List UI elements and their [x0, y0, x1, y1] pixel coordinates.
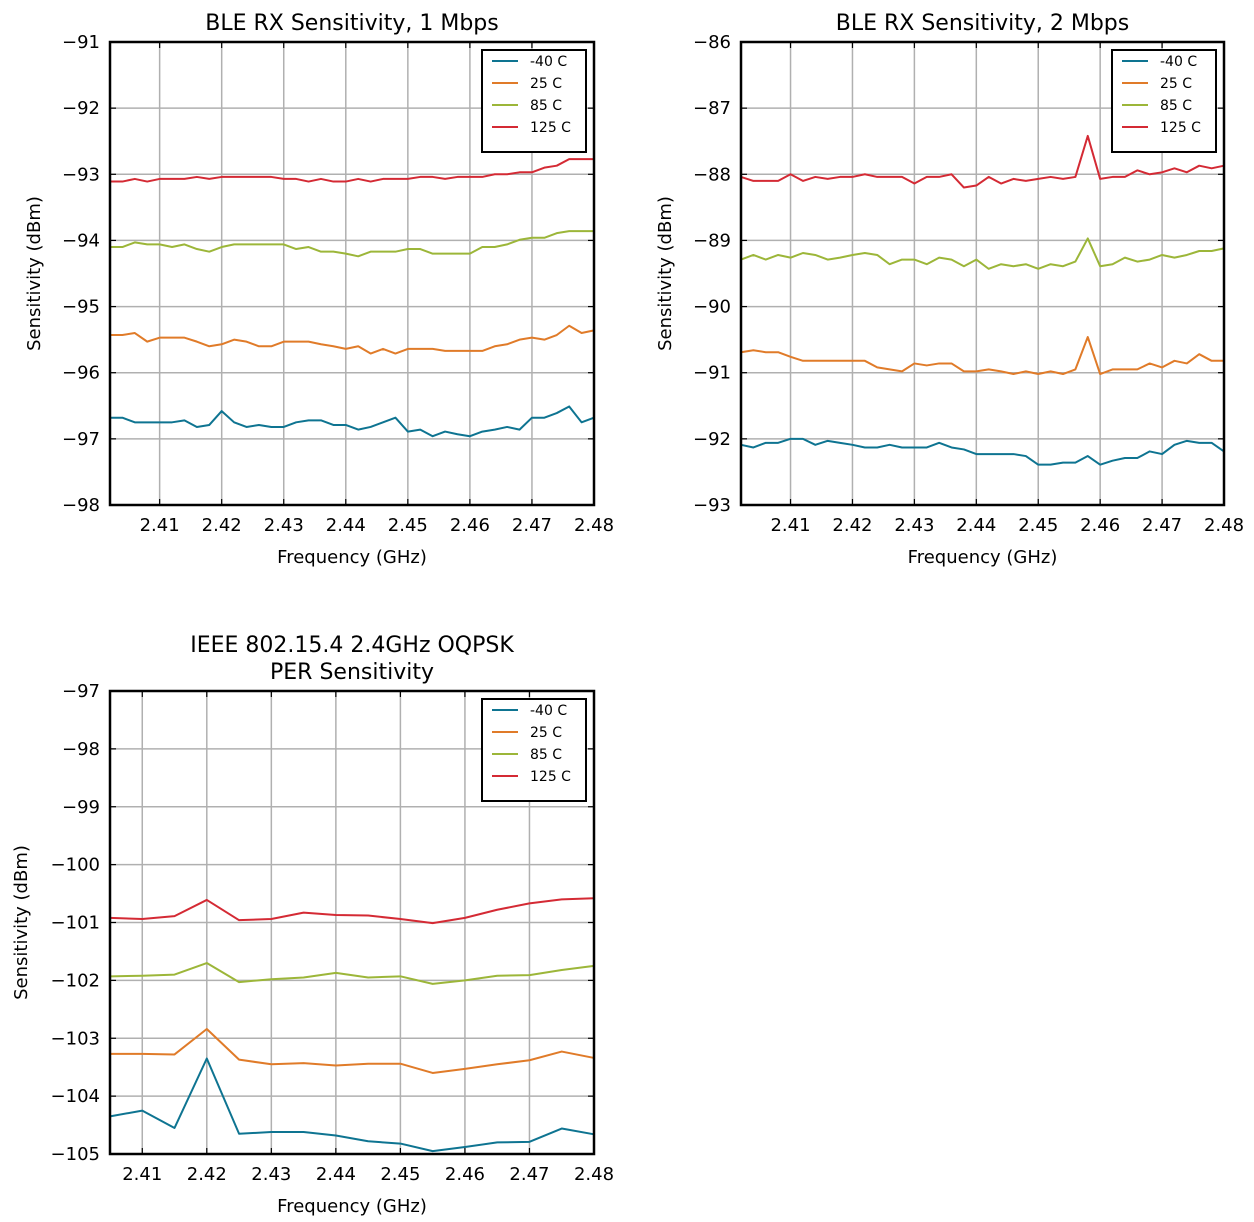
series-line-25c — [110, 1027, 595, 1074]
x-tick-label: 2.42 — [202, 515, 242, 536]
x-tick-label: 2.46 — [450, 515, 490, 536]
y-tick-label: −96 — [62, 363, 100, 384]
y-tick-label: −101 — [51, 913, 100, 934]
series-line-25c — [110, 324, 595, 355]
legend: -40 C 25 C 85 C 125 C — [481, 49, 587, 153]
y-tick-label: −95 — [62, 297, 100, 318]
legend-label: 85 C — [530, 98, 562, 114]
x-tick-label: 2.45 — [380, 1164, 420, 1185]
y-tick-label: −92 — [693, 429, 731, 450]
legend-box — [481, 698, 587, 802]
y-tick-label: −102 — [51, 970, 100, 991]
legend-label: 125 C — [530, 769, 571, 785]
y-tick-label: −98 — [62, 739, 100, 760]
series-line-85c — [109, 962, 595, 985]
x-tick-label: 2.46 — [1080, 515, 1120, 536]
series-line-85c — [110, 230, 594, 258]
legend-box — [481, 49, 587, 153]
y-tick-label: −88 — [693, 164, 731, 185]
x-axis-label: Frequency (GHz) — [277, 547, 427, 568]
y-tick-label: −93 — [62, 164, 100, 185]
chart-title: IEEE 802.15.4 2.4GHz OQPSK — [190, 633, 514, 658]
x-tick-label: 2.45 — [388, 515, 428, 536]
x-tick-label: 2.44 — [326, 515, 366, 536]
y-tick-label: −87 — [693, 98, 731, 119]
y-axis-label: Sensitivity (dBm) — [24, 196, 45, 351]
chart-title: BLE RX Sensitivity, 1 Mbps — [205, 11, 498, 36]
y-tick-label: −99 — [62, 797, 100, 818]
x-tick-label: 2.43 — [264, 515, 304, 536]
plot-frame — [108, 40, 596, 507]
legend-label: 25 C — [1160, 76, 1192, 92]
y-tick-label: −97 — [62, 681, 100, 702]
x-tick-label: 2.47 — [1142, 515, 1182, 536]
x-tick-label: 2.44 — [316, 1164, 356, 1185]
series-line-125c — [109, 897, 595, 925]
x-tick-label: 2.41 — [122, 1164, 162, 1185]
legend-label: 125 C — [530, 120, 571, 136]
chart-title: PER Sensitivity — [270, 660, 434, 685]
legend: -40 C 25 C 85 C 125 C — [481, 698, 587, 802]
x-tick-label: 2.46 — [445, 1164, 485, 1185]
legend-label: 25 C — [530, 725, 562, 741]
x-tick-label: 2.41 — [140, 515, 180, 536]
chart-ble-1mbps: 2.41 2.42 2.43 2.44 2.45 2.46 2.47 2.48 −91 −92 −9… — [24, 11, 614, 568]
x-tick-label: 2.48 — [574, 515, 614, 536]
legend-label: -40 C — [530, 54, 567, 70]
x-axis-label: Frequency (GHz) — [908, 547, 1058, 568]
y-tick-label: −86 — [693, 32, 731, 53]
series-line-85c — [740, 237, 1225, 270]
x-tick-label: 2.48 — [574, 1164, 614, 1185]
legend-label: -40 C — [530, 703, 567, 719]
x-tick-label: 2.44 — [956, 515, 996, 536]
y-axis-label: Sensitivity (dBm) — [655, 196, 676, 351]
y-tick-label: −103 — [51, 1028, 100, 1049]
y-tick-label: −92 — [62, 98, 100, 119]
y-tick-label: −97 — [62, 429, 100, 450]
y-tick-label: −89 — [693, 230, 731, 251]
plot-frame — [739, 40, 1226, 507]
series-line-minus40c — [109, 1057, 595, 1153]
chart-title: BLE RX Sensitivity, 2 Mbps — [836, 11, 1129, 36]
y-tick-label: −93 — [693, 495, 731, 516]
series-line-minus40c — [740, 437, 1225, 466]
y-tick-label: −104 — [51, 1086, 100, 1107]
legend-label: -40 C — [1160, 54, 1197, 70]
legend-label: 85 C — [530, 747, 562, 763]
legend: -40 C 25 C 85 C 125 C — [1111, 49, 1217, 153]
x-tick-label: 2.42 — [187, 1164, 227, 1185]
legend-label: 25 C — [530, 76, 562, 92]
y-tick-label: −98 — [62, 495, 100, 516]
y-tick-label: −91 — [693, 363, 731, 384]
series-line-125c — [740, 134, 1225, 189]
chart-ble-2mbps: 2.41 2.42 2.43 2.44 2.45 2.46 2.47 2.48 −86 −87 −8… — [655, 11, 1244, 568]
legend-box — [1111, 49, 1217, 153]
x-tick-label: 2.43 — [251, 1164, 291, 1185]
chart-ieee-802154-per: 2.41 2.42 2.43 2.44 2.45 2.46 2.47 2.48 −97 −98 −9… — [11, 633, 614, 1217]
x-axis-label: Frequency (GHz) — [277, 1196, 427, 1217]
y-tick-label: −105 — [51, 1144, 100, 1165]
legend-label: 85 C — [1160, 98, 1192, 114]
y-tick-label: −94 — [62, 230, 100, 251]
legend-label: 125 C — [1160, 120, 1201, 136]
y-tick-label: −91 — [62, 32, 100, 53]
x-tick-label: 2.47 — [509, 1164, 549, 1185]
y-tick-label: −100 — [51, 855, 100, 876]
series-line-minus40c — [110, 405, 595, 438]
x-tick-label: 2.48 — [1204, 515, 1244, 536]
x-tick-label: 2.42 — [832, 515, 872, 536]
series-line-125c — [110, 158, 594, 183]
y-tick-label: −90 — [693, 297, 731, 318]
x-tick-label: 2.43 — [894, 515, 934, 536]
x-tick-label: 2.47 — [512, 515, 552, 536]
x-tick-label: 2.45 — [1018, 515, 1058, 536]
y-axis-label: Sensitivity (dBm) — [11, 845, 32, 1000]
x-tick-label: 2.41 — [770, 515, 810, 536]
series-line-25c — [740, 336, 1224, 376]
